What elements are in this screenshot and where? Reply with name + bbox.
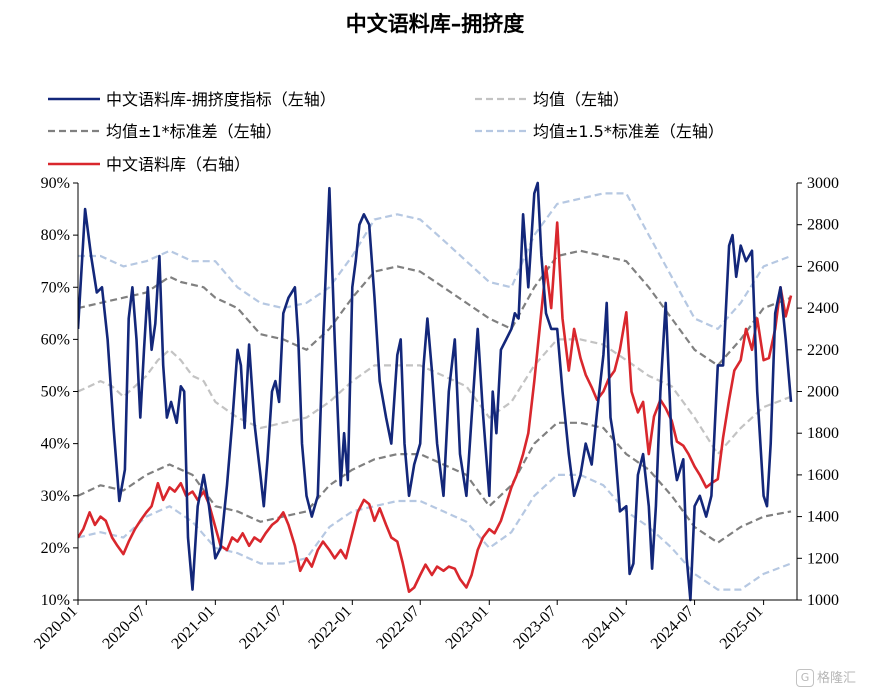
legend-label-index: 中文语料库（右轴） [106, 155, 250, 174]
y-left-tick-label: 40% [41, 436, 70, 453]
y-left-tick-label: 10% [41, 592, 70, 609]
legend-label-band1-upper: 均值±1*标准差（左轴） [106, 122, 282, 141]
y-left-tick-label: 80% [41, 227, 70, 244]
watermark-text: 格隆汇 [816, 670, 856, 686]
y-right-tick-label: 2600 [807, 258, 839, 275]
x-tick-label: 2021-07 [236, 603, 286, 653]
x-tick-label: 2023-07 [510, 603, 560, 653]
y-right-tick-label: 1600 [807, 467, 839, 484]
y-right-tick-label: 2000 [807, 384, 839, 401]
y-left-tick-label: 20% [41, 540, 70, 557]
series-band15-upper [78, 192, 792, 330]
watermark-logo-icon: G [795, 669, 814, 687]
x-tick-label: 2020-01 [31, 603, 81, 653]
x-tick-label: 2022-01 [305, 603, 355, 653]
x-tick-label: 2023-01 [442, 603, 492, 653]
y-left-tick-label: 50% [41, 384, 70, 401]
legend: 中文语料库-拥挤度指标（左轴） 均值（左轴） 均值±1*标准差（左轴） 均值±1.5*… [48, 90, 724, 174]
y-right-tick-label: 2200 [807, 342, 839, 359]
x-tick-label: 2024-01 [579, 603, 629, 653]
watermark: G 格隆汇 [795, 667, 856, 687]
y-left-tick-label: 60% [41, 331, 70, 348]
legend-label-mean: 均值（左轴） [533, 90, 629, 109]
legend-label-band15-upper: 均值±1.5*标准差（左轴） [533, 122, 724, 141]
y-left-tick-label: 70% [41, 279, 70, 296]
legend-label-crowding: 中文语料库-拥挤度指标（左轴） [106, 90, 336, 109]
series-band1-lower [78, 421, 792, 544]
x-tick-label: 2025-01 [717, 603, 767, 653]
x-tick-label: 2022-07 [373, 603, 423, 653]
y-right-tick-label: 1400 [807, 509, 839, 526]
x-tick-label: 2021-01 [168, 603, 218, 653]
y-left-tick-label: 90% [41, 175, 70, 192]
y-right-tick-label: 1800 [807, 425, 839, 442]
series-index [78, 221, 793, 593]
y-right-tick-label: 1200 [807, 550, 839, 567]
chart-title: 中文语料库–拥挤度 [345, 12, 525, 36]
series-band1-upper [78, 249, 792, 367]
plot-lines [78, 181, 793, 602]
x-tick-label: 2020-07 [99, 603, 149, 653]
series-crowding [78, 181, 793, 602]
y-left-tick-label: 30% [41, 488, 70, 505]
y-right-tick-label: 2400 [807, 300, 839, 317]
x-tick-label: 2024-07 [648, 603, 698, 653]
y-right-tick-label: 3000 [807, 175, 839, 192]
y-right-tick-label: 1000 [807, 592, 839, 609]
y-right-tick-label: 2800 [807, 217, 839, 234]
